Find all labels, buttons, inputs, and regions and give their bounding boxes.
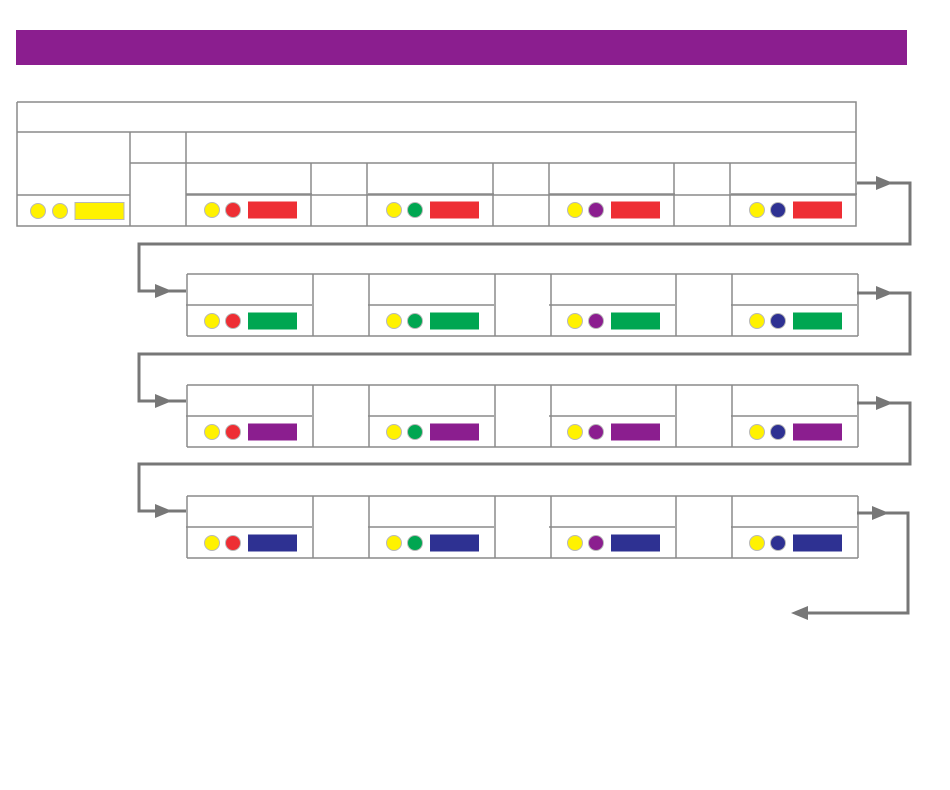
row-2-cell-1-bar	[248, 312, 297, 330]
row-2-cell-1-dot-1	[204, 313, 220, 329]
top-block-outline	[16, 101, 857, 227]
row-1-cell-3-dot-1	[567, 202, 583, 218]
row-2-cell-2-dot-2	[407, 313, 423, 329]
row-1-cell-4-dot-2	[770, 202, 786, 218]
exit-connector	[806, 511, 910, 615]
row-4-cell-3-bar	[611, 534, 660, 552]
row-4-cell-4-bar	[793, 534, 842, 552]
connector-1-in-arrowhead	[155, 284, 172, 298]
row-3-cell-3-dot-1	[567, 424, 583, 440]
row-3-cell-2-dot-1	[386, 424, 402, 440]
exit-out-arrowhead	[872, 506, 889, 520]
row-3-cell-3-dot-2	[588, 424, 604, 440]
row-1-cell-1-dot-1	[204, 202, 220, 218]
row-1-cell-2-bar	[430, 201, 479, 219]
start-dot-2	[52, 203, 68, 219]
row-3-cell-1-bar	[248, 423, 297, 441]
connector-3-out-arrowhead	[876, 396, 893, 410]
row-2-cell-2-dot-1	[386, 313, 402, 329]
row-1-cell-3-dot-2	[588, 202, 604, 218]
row-3-cell-1-dot-2	[225, 424, 241, 440]
row-2-cell-2-bar	[430, 312, 479, 330]
row-1-cell-4-bar	[793, 201, 842, 219]
row-4-cell-4-dot-2	[770, 535, 786, 551]
row-3-cell-3-bar	[611, 423, 660, 441]
row-3-cell-4-dot-2	[770, 424, 786, 440]
row-3-cell-4-dot-1	[749, 424, 765, 440]
start-bar	[74, 202, 125, 220]
row-3-cell-1-dot-1	[204, 424, 220, 440]
connector-3-in-arrowhead	[155, 504, 172, 518]
connector-2	[137, 291, 912, 403]
row-2-cell-1-dot-2	[225, 313, 241, 329]
row-2-cell-4-dot-1	[749, 313, 765, 329]
row-4-cell-2-dot-2	[407, 535, 423, 551]
row-1-cell-3-bar	[611, 201, 660, 219]
row-4-cell-1-dot-1	[204, 535, 220, 551]
row-4-cell-2-bar	[430, 534, 479, 552]
row-4-cell-2-dot-1	[386, 535, 402, 551]
row-2-cell-3-dot-1	[567, 313, 583, 329]
connector-3	[137, 401, 912, 513]
connector-2-in-arrowhead	[155, 394, 172, 408]
row-1-cell-1-dot-2	[225, 202, 241, 218]
title-bar	[16, 30, 907, 65]
row-2-cell-3-bar	[611, 312, 660, 330]
connector-2-out-arrowhead	[876, 286, 893, 300]
exit-arrowhead	[791, 606, 808, 620]
start-dot-1	[30, 203, 46, 219]
row-1-cell-2-dot-1	[386, 202, 402, 218]
row-2-cell-3-dot-2	[588, 313, 604, 329]
connector-1-out-arrowhead	[876, 176, 893, 190]
row-4-cell-4-dot-1	[749, 535, 765, 551]
row-3-cell-4-bar	[793, 423, 842, 441]
row-3-cell-2-bar	[430, 423, 479, 441]
row-1-cell-4-dot-1	[749, 202, 765, 218]
row-1-cell-2-dot-2	[407, 202, 423, 218]
row-4-cell-3-dot-2	[588, 535, 604, 551]
row-4-cell-1-dot-2	[225, 535, 241, 551]
row-4-cell-3-dot-1	[567, 535, 583, 551]
row-2-cell-4-dot-2	[770, 313, 786, 329]
row-2-cell-4-bar	[793, 312, 842, 330]
row-4-cell-1-bar	[248, 534, 297, 552]
row-3-cell-2-dot-2	[407, 424, 423, 440]
row-1-cell-1-bar	[248, 201, 297, 219]
connector-1	[137, 181, 912, 293]
